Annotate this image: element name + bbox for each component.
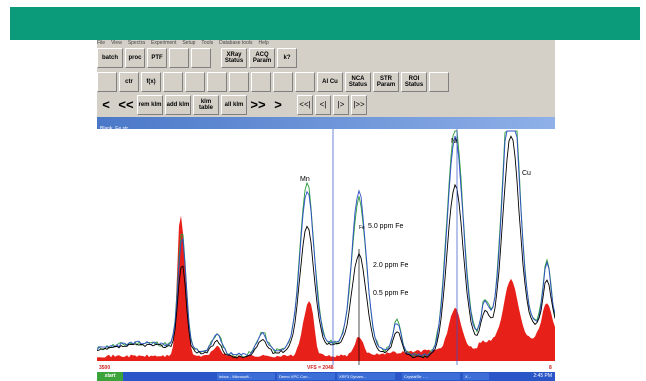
taskbar-item[interactable]: CrystalStr - ...	[402, 373, 460, 380]
str-param-button[interactable]: STR Param	[373, 72, 399, 92]
spectrum-green-line	[97, 130, 555, 358]
xray-status-button[interactable]: XRay Status	[221, 48, 247, 68]
acq-param-button[interactable]: ACQ Param	[249, 48, 275, 68]
taskbar-item[interactable]: XRF3 Dynam...	[337, 373, 395, 380]
next-button[interactable]: >	[274, 97, 282, 112]
tool-f-button[interactable]	[185, 72, 205, 92]
menu-item[interactable]: Spectra	[127, 40, 146, 46]
tool-l-button[interactable]: Al Cu	[317, 72, 343, 92]
axis-left-value: 3500	[99, 365, 111, 371]
tool-a-button[interactable]	[169, 48, 189, 68]
spectrum-blue-line	[97, 130, 555, 358]
scroll-last-button[interactable]: |>>	[351, 95, 367, 115]
scroll-next-button[interactable]: |>	[333, 95, 349, 115]
fit-button[interactable]: ctr	[119, 72, 139, 92]
legend-0-5ppm: 0.5 ppm Fe	[373, 290, 409, 297]
taskbar-item[interactable]: Demo VPC Con...	[277, 373, 335, 380]
application-screenshot: File View Spectra Experiment Setup Tools Datab…	[97, 40, 555, 381]
last-button[interactable]: >>	[250, 97, 266, 112]
menu-item[interactable]: Database tools	[219, 40, 253, 46]
peak-label-ni: Ni	[451, 138, 458, 145]
peak-label-cu: Cu	[522, 170, 531, 177]
toolbar-top: batch proc PTF XRay Status ACQ Param k?	[97, 47, 555, 69]
prev-button[interactable]: <	[102, 97, 110, 112]
tool-d-button[interactable]	[97, 72, 117, 92]
tool-j-button[interactable]	[273, 72, 293, 92]
add-klm-button[interactable]: add klm	[165, 95, 191, 115]
tool-k-button[interactable]	[295, 72, 315, 92]
menu-item[interactable]: Setup	[182, 40, 196, 46]
roi-status-button[interactable]: ROI Status	[401, 72, 427, 92]
axis-center-value: VFS = 2048	[307, 365, 334, 371]
nca-status-button[interactable]: NCA Status	[345, 72, 371, 92]
toolbar-navigation: < << rem klm add klm klm table all klm >> > <<| <…	[97, 94, 555, 116]
tool-c-button[interactable]: k?	[277, 48, 297, 68]
menu-item[interactable]: Tools	[201, 40, 214, 46]
tool-e-button[interactable]	[163, 72, 183, 92]
legend-5ppm: 5.0 ppm Fe	[368, 223, 404, 230]
first-button[interactable]: <<	[118, 97, 134, 112]
start-button[interactable]: start	[97, 372, 123, 381]
toolbar-middle: ctr f(x) Al Cu NCA Status STR Param ROI Statu…	[97, 71, 555, 93]
legend-2ppm: 2.0 ppm Fe	[373, 262, 409, 269]
spectrum-plot[interactable]: Mn Ni Cu Fe 5.0 ppm Fe 2.0 ppm Fe 0.5 pp…	[97, 129, 555, 365]
taskbar-item[interactable]: Inbox - Microsoft...	[217, 373, 275, 380]
menu-item[interactable]: Experiment	[151, 40, 177, 46]
klm-table-button[interactable]: klm table	[193, 95, 219, 115]
menu-item[interactable]: Help	[258, 40, 269, 46]
clock: 2:45 PM	[533, 373, 552, 379]
print-button[interactable]	[429, 72, 449, 92]
menu-item[interactable]: View	[111, 40, 122, 46]
fx-button[interactable]: f(x)	[141, 72, 161, 92]
batch-button[interactable]: batch	[97, 48, 123, 68]
windows-taskbar: start Inbox - Microsoft... Demo VPC Con.…	[97, 372, 555, 381]
spectrum-black-line	[97, 135, 555, 359]
axis-right-value: 8	[549, 365, 552, 371]
spectrum-window-titlebar[interactable]: Blank_Fe.str	[97, 117, 555, 132]
menu-item[interactable]: File	[97, 40, 106, 46]
peak-label-mn: Mn	[300, 176, 310, 183]
rem-klm-button[interactable]: rem klm	[137, 95, 163, 115]
spectrum-red-fill	[97, 215, 555, 361]
proc-button[interactable]: proc	[125, 48, 145, 68]
energy-axis-bar: 3500 VFS = 2048 8	[97, 365, 555, 372]
all-klm-button[interactable]: all klm	[221, 95, 247, 115]
ptfe-button[interactable]: PTF	[147, 48, 167, 68]
tool-g-button[interactable]	[207, 72, 227, 92]
spectrum-svg	[97, 129, 555, 365]
tool-b-button[interactable]	[191, 48, 211, 68]
tool-i-button[interactable]	[251, 72, 271, 92]
peak-label-fe: Fe	[359, 225, 365, 231]
scroll-prev-button[interactable]: <|	[315, 95, 331, 115]
menu-bar: File View Spectra Experiment Setup Tools Datab…	[97, 40, 555, 46]
scroll-first-button[interactable]: <<|	[297, 95, 313, 115]
tool-h-button[interactable]	[229, 72, 249, 92]
taskbar-item[interactable]: X...	[463, 373, 489, 380]
header-banner	[10, 7, 640, 40]
